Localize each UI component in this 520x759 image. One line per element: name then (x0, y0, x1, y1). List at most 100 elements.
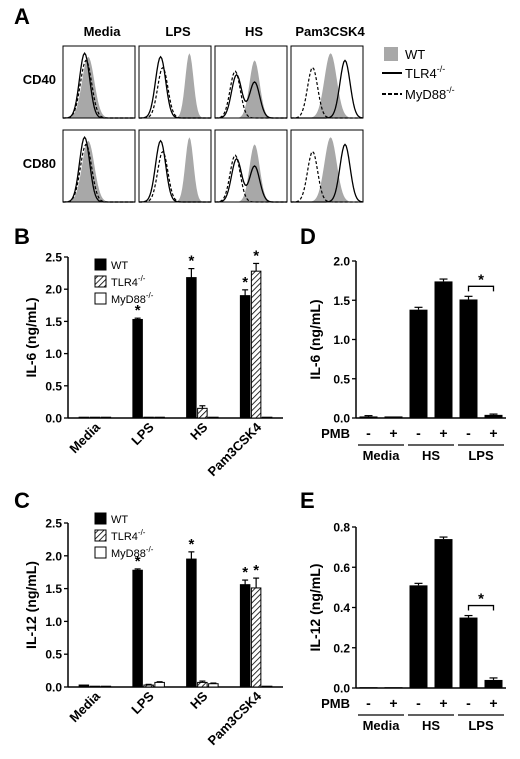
y-tick-label: 0.0 (45, 412, 62, 426)
x-group-label: LPS (468, 718, 494, 733)
y-axis-label: IL-6 (ng/mL) (23, 297, 39, 377)
bar-media-hatch (89, 685, 101, 688)
x-category-label: Pam3CSK4 (205, 688, 265, 748)
bar-media-no-pmb (359, 687, 378, 688)
flow-legend: WT TLR4-/- MyD88-/- (382, 47, 455, 102)
bar-hs-open (208, 683, 219, 688)
panel-letter-e: E (300, 488, 315, 513)
significance-star: * (242, 274, 248, 291)
bar-media-no-pmb (359, 416, 378, 418)
y-tick-label: 0.0 (45, 681, 62, 695)
pmb-sign: + (489, 425, 497, 441)
y-tick-label: 0.6 (333, 561, 350, 575)
y-tick-label: 1.5 (45, 582, 62, 596)
significance-star: * (478, 271, 484, 288)
significance-star: * (188, 536, 194, 553)
flow-cd80-media-box (62, 129, 136, 203)
bar-media-solid (78, 416, 90, 419)
y-tick-label: 1.0 (45, 615, 62, 629)
y-tick-label: 2.5 (45, 517, 62, 531)
bar-pam3csk4-hatch (250, 270, 262, 419)
significance-star: * (135, 553, 141, 570)
bar-pam3csk4-solid (239, 584, 251, 688)
pmb-sign: - (366, 425, 371, 441)
histogram-frame (290, 129, 364, 203)
y-tick-label: 0.5 (45, 379, 62, 393)
y-tick-label: 1.0 (45, 347, 62, 361)
bar-hs-no-pmb (409, 309, 428, 418)
flow-column-hs: HS (245, 24, 263, 39)
x-group-label: Media (363, 448, 401, 463)
significance-bracket (467, 285, 495, 292)
y-tick-label: 0.0 (333, 412, 350, 426)
pmb-sign: + (389, 695, 397, 711)
x-category-label: LPS (128, 688, 157, 717)
bar-hs-open (208, 416, 219, 419)
bar-pam3csk4-open (261, 416, 273, 419)
bar-hs-solid (186, 277, 197, 419)
pmb-row-label: PMB (321, 426, 350, 441)
bar-hs-hatch (197, 681, 208, 688)
significance-star: * (242, 564, 248, 581)
flow-cd40-media-box (62, 45, 136, 119)
legend-label: TLR4-/- (111, 528, 146, 543)
flow-row-cd80: CD80 (23, 156, 56, 171)
flow-column-media: Media (84, 24, 122, 39)
significance-bracket (467, 604, 495, 611)
x-category-label: Media (66, 419, 103, 456)
legend-wt-swatch (384, 47, 398, 61)
bar-hs-pmb (434, 539, 453, 688)
y-tick-label: 2.0 (333, 255, 350, 269)
panel-e-chart: 0.0 0.2 0.4 0.6 0.8 IL-12 (ng/mL) - + - + - + PMB Med… (307, 521, 506, 733)
bar-lps-solid (132, 569, 143, 688)
bar-lps-pmb (484, 414, 503, 418)
pmb-sign: + (389, 425, 397, 441)
flow-cd40-lps-box (138, 45, 212, 119)
legend-label: MyD88-/- (111, 291, 154, 306)
flow-cd80-pam3csk4-box (290, 129, 364, 203)
panel-letter-b: B (14, 224, 30, 249)
panel-letter-c: C (14, 488, 30, 513)
bar-pam3csk4-open (261, 685, 273, 688)
bar-hs-hatch (197, 407, 208, 419)
wt-histogram (63, 56, 135, 118)
y-tick-label: 2.0 (45, 283, 62, 297)
significance-star: * (253, 247, 259, 264)
bar-lps-open (154, 416, 165, 419)
pmb-sign: - (366, 695, 371, 711)
pmb-sign: - (466, 695, 471, 711)
bar-hs-solid (186, 558, 197, 688)
y-tick-label: 0.5 (333, 372, 350, 386)
bar-lps-hatch (143, 684, 154, 688)
x-group-label: Media (363, 718, 401, 733)
bar-hs-no-pmb (409, 585, 428, 688)
histogram-frame (138, 129, 212, 203)
y-tick-label: 0.5 (45, 648, 62, 662)
flow-column-pam3csk4: Pam3CSK4 (295, 24, 365, 39)
histogram-frame (62, 45, 136, 119)
flow-cd80-hs-box (214, 129, 288, 203)
wt-histogram (139, 53, 211, 119)
legend-tlr4-label: TLR4-/- (405, 64, 445, 81)
bar-hs-pmb (434, 281, 453, 418)
tlr4-histogram-line (138, 139, 211, 203)
panel-d-chart: 0.0 0.5 1.0 1.5 2.0 IL-6 (ng/mL) - + - + - + PMB Medi… (307, 255, 506, 463)
x-group-label: HS (422, 448, 440, 463)
histogram-frame (214, 45, 288, 119)
bar-lps-solid (132, 318, 143, 419)
x-category-label: HS (187, 419, 211, 443)
x-group-label: HS (422, 718, 440, 733)
bar-media-pmb (384, 687, 403, 688)
panel-b-chart: 0.0 0.5 1.0 1.5 2.0 2.5 IL-6 (ng/mL) Media * LPS *… (23, 247, 283, 479)
legend-swatch (94, 546, 107, 559)
y-tick-label: 1.0 (333, 333, 350, 347)
legend-swatch (94, 258, 107, 271)
bar-lps-hatch (143, 416, 154, 419)
legend-swatch (94, 512, 107, 525)
wt-histogram (139, 137, 211, 202)
bar-media-open (100, 685, 112, 688)
legend-wt-label: WT (405, 47, 425, 62)
bar-pam3csk4-solid (239, 295, 251, 419)
y-tick-label: 1.5 (45, 315, 62, 329)
